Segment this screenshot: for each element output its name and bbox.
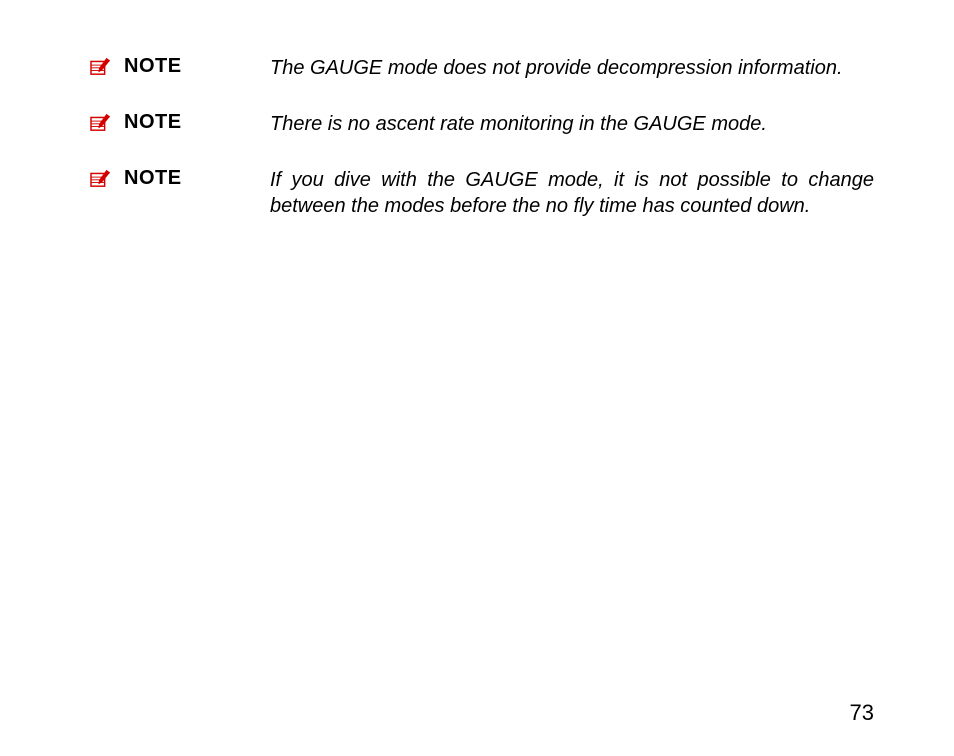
note-text: There is no ascent rate monitoring in th… [270,111,874,137]
writing-hand-icon [90,168,112,188]
note-text: The GAUGE mode does not provide decompre… [270,55,874,81]
note-row: NOTE There is no ascent rate monitoring … [90,111,874,137]
note-label-col: NOTE [90,55,270,78]
note-label: NOTE [124,167,182,190]
note-label-col: NOTE [90,111,270,134]
note-label: NOTE [124,111,182,134]
page-number: 73 [850,700,874,726]
manual-page: NOTE The GAUGE mode does not provide dec… [0,0,954,756]
note-label: NOTE [124,55,182,78]
note-text: If you dive with the GAUGE mode, it is n… [270,167,874,219]
note-row: NOTE If you dive with the GAUGE mode, it… [90,167,874,219]
note-label-col: NOTE [90,167,270,190]
writing-hand-icon [90,112,112,132]
note-row: NOTE The GAUGE mode does not provide dec… [90,55,874,81]
writing-hand-icon [90,56,112,76]
